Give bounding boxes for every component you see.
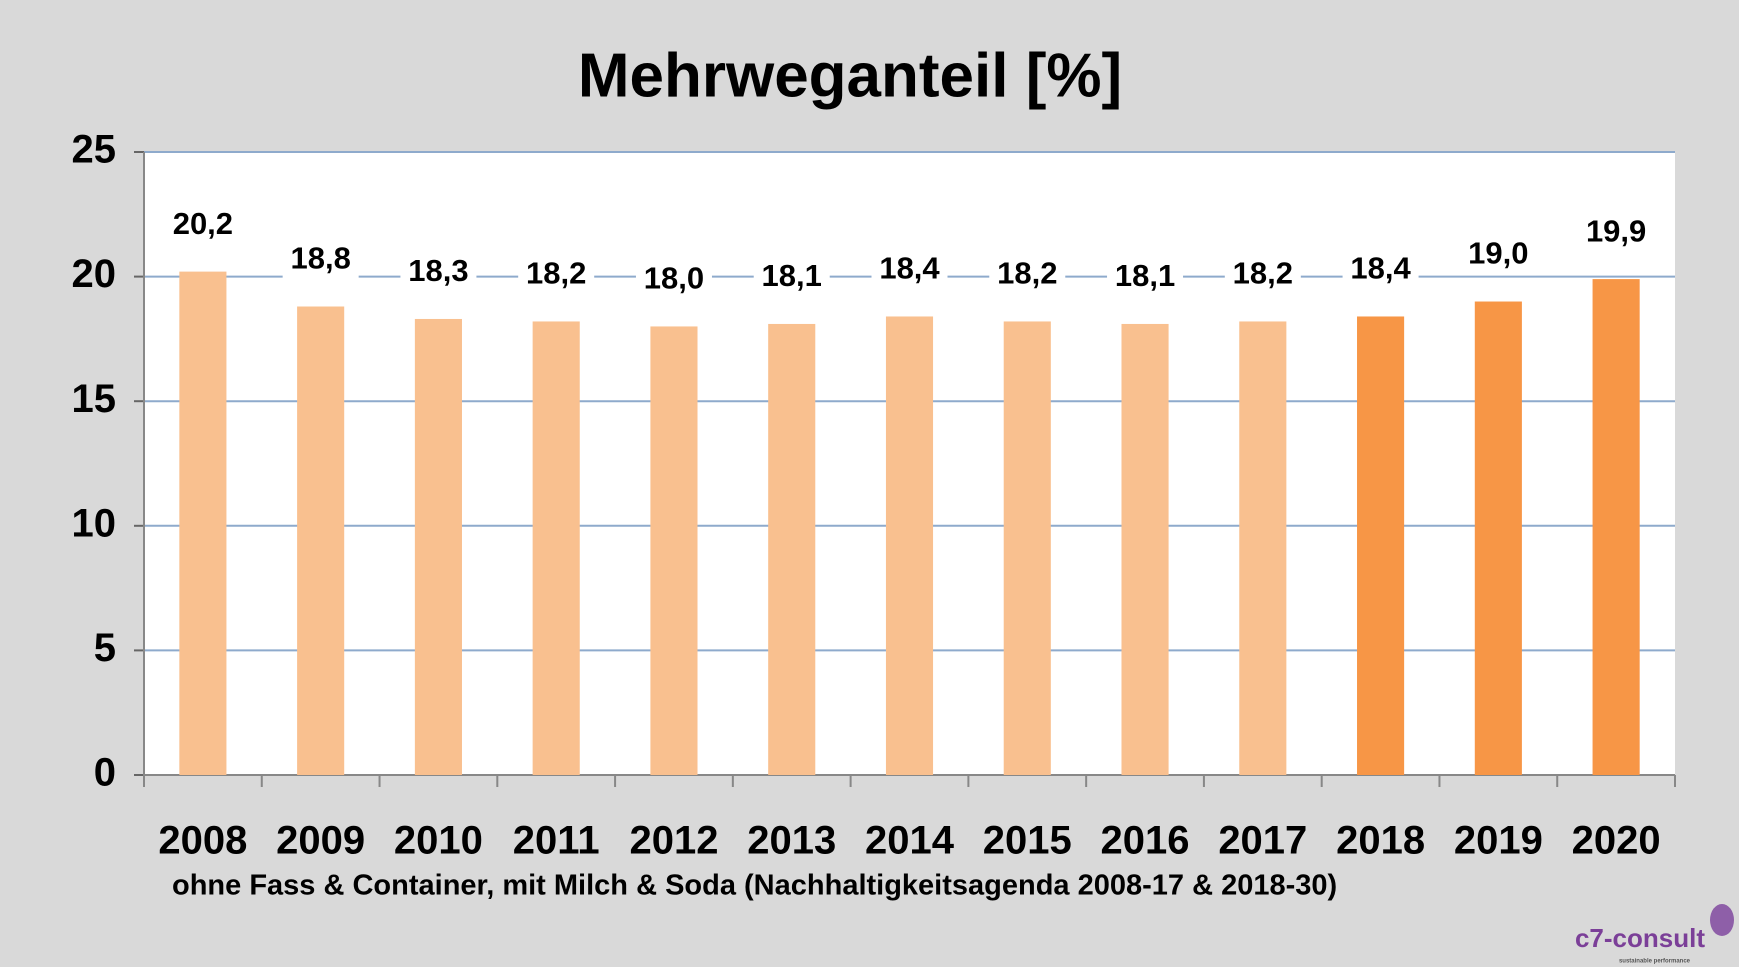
data-label: 18,1: [1115, 258, 1175, 293]
bar: [1239, 321, 1287, 775]
data-label-bg: [989, 255, 1066, 296]
bar: [885, 316, 934, 775]
x-tick-label: 2020: [1572, 819, 1661, 863]
bar: [1592, 279, 1640, 775]
data-label: 19,9: [1586, 213, 1646, 248]
x-tick-label: 2019: [1454, 819, 1543, 863]
y-tick-label: 0: [94, 751, 116, 795]
logo-tagline: sustainable performance: [1619, 959, 1691, 965]
bar: [1474, 301, 1522, 775]
bar: [768, 323, 816, 775]
data-label-bg: [753, 257, 830, 298]
data-label: 18,4: [879, 251, 940, 286]
bar: [179, 271, 227, 775]
note: ohne Fass & Container, mit Milch & Soda …: [172, 870, 1337, 902]
data-label: 18,1: [762, 258, 822, 293]
data-label: 18,4: [1350, 251, 1411, 286]
data-label-bg: [635, 260, 712, 301]
data-label: 18,2: [1233, 256, 1293, 291]
y-tick-label: 20: [72, 252, 117, 296]
data-label: 18,2: [526, 256, 586, 291]
data-label-bg: [282, 240, 359, 281]
x-tick-label: 2008: [158, 819, 247, 863]
data-label: 18,8: [290, 241, 350, 276]
data-label-bg: [1107, 257, 1184, 298]
logo: c7-consult: [1575, 923, 1705, 953]
data-label-bg: [871, 250, 948, 291]
data-label-bg: [518, 255, 595, 296]
bar: [1121, 323, 1169, 775]
y-tick-label: 10: [72, 501, 117, 545]
x-tick-label: 2016: [1101, 819, 1190, 863]
x-tick-label: 2018: [1336, 819, 1425, 863]
chart-title: Mehrweganteil [%]: [578, 41, 1122, 110]
bar: [297, 306, 345, 775]
data-label-bg: [1224, 255, 1301, 296]
bar: [1357, 316, 1405, 775]
x-tick-label: 2009: [276, 819, 365, 863]
bar: [414, 318, 462, 775]
data-label-bg: [1460, 235, 1537, 276]
data-label-bg: [164, 205, 241, 246]
y-tick-label: 25: [72, 128, 117, 172]
x-tick-label: 2014: [865, 819, 955, 863]
x-tick-label: 2015: [983, 819, 1072, 863]
x-tick-label: 2011: [513, 819, 600, 863]
data-label: 18,2: [997, 256, 1057, 291]
data-label-bg: [1578, 213, 1655, 254]
bar: [650, 326, 698, 775]
x-tick-label: 2017: [1218, 819, 1307, 863]
data-label-bg: [1342, 250, 1419, 291]
data-label: 19,0: [1468, 236, 1528, 271]
y-tick-label: 15: [72, 377, 117, 421]
y-tick-label: 5: [94, 626, 116, 670]
bar: [1003, 321, 1051, 775]
bar: [532, 321, 580, 775]
x-tick-label: 2010: [394, 819, 483, 863]
x-tick-label: 2012: [629, 819, 718, 863]
data-label: 20,2: [173, 206, 233, 241]
data-label: 18,0: [644, 261, 704, 296]
data-label: 18,3: [408, 253, 468, 288]
logo-icon: [1710, 904, 1734, 936]
data-label-bg: [400, 252, 477, 293]
x-tick-label: 2013: [747, 819, 836, 863]
